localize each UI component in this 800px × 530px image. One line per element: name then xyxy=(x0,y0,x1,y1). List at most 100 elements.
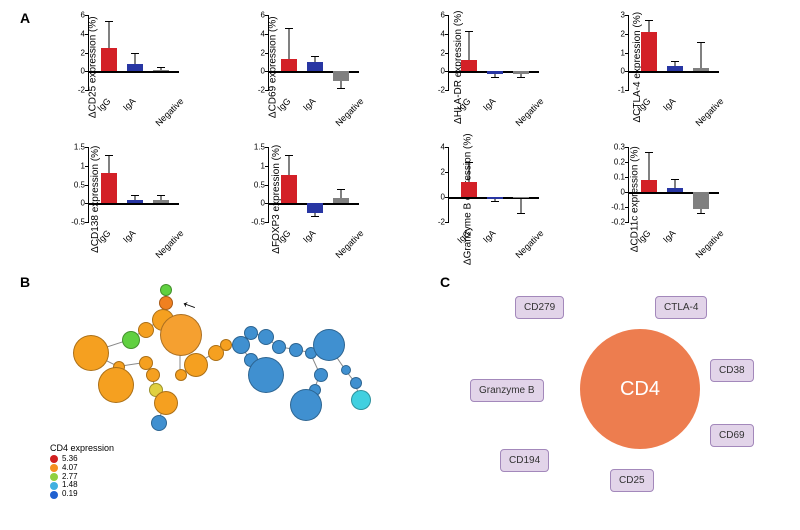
y-tick: -1 xyxy=(618,86,629,95)
marker-box: CD25 xyxy=(610,469,654,492)
legend-item: 2.77 xyxy=(50,473,114,482)
y-tick: -2 xyxy=(438,86,449,95)
y-tick: 0.1 xyxy=(614,173,629,182)
network-node xyxy=(98,367,134,403)
bar xyxy=(153,70,169,71)
plot-area: -20246IgGIgANegative xyxy=(268,15,359,90)
legend-value: 0.19 xyxy=(62,490,78,499)
y-tick: 1 xyxy=(621,48,629,57)
y-tick: -0.5 xyxy=(71,218,89,227)
chart-row-2: ΔCD138 expression (%)-0.500.511.5IgGIgAN… xyxy=(10,142,790,262)
bar xyxy=(693,68,709,72)
bar xyxy=(333,198,349,204)
bar-chart: ΔCTLA-4 expression (%)-10123IgGIgANegati… xyxy=(590,10,740,130)
network-node xyxy=(151,415,167,431)
y-tick: 0 xyxy=(441,67,449,76)
y-tick: -0.5 xyxy=(251,218,269,227)
plot-area: -2024IgGIgANegative xyxy=(448,147,539,222)
bar xyxy=(513,197,529,198)
marker-box: CD194 xyxy=(500,449,549,472)
legend-item: 1.48 xyxy=(50,481,114,490)
y-tick: 0 xyxy=(441,193,449,202)
y-tick: 6 xyxy=(441,11,449,20)
y-tick: 0.5 xyxy=(254,180,269,189)
legend-color-icon xyxy=(50,464,58,472)
plot-area: -10123IgGIgANegative xyxy=(628,15,719,90)
y-tick: 6 xyxy=(261,11,269,20)
network-node xyxy=(220,339,232,351)
bar xyxy=(461,60,477,71)
legend-color-icon xyxy=(50,491,58,499)
bottom-panels: B←CD4 expression5.364.072.771.480.19CCD4… xyxy=(10,274,790,504)
network-node xyxy=(160,284,172,296)
network-node xyxy=(290,389,322,421)
network-node xyxy=(160,314,202,356)
x-category-label: IgA xyxy=(121,228,138,245)
network-node xyxy=(73,335,109,371)
x-category-label: IgA xyxy=(301,96,318,113)
legend-color-icon xyxy=(50,455,58,463)
y-tick: 2 xyxy=(81,48,89,57)
x-category-label: Negative xyxy=(693,228,725,260)
plot-area: -20246IgGIgANegative xyxy=(448,15,539,90)
panel-label: B xyxy=(20,274,30,290)
x-category-label: Negative xyxy=(153,96,185,128)
cd4-center-circle: CD4 xyxy=(580,329,700,449)
y-tick: 1 xyxy=(261,161,269,170)
bar-chart: ΔCD11c expression (%)-0.2-0.100.10.20.3I… xyxy=(590,142,740,262)
bar xyxy=(101,173,117,203)
plot-area: -0.500.511.5IgGIgANegative xyxy=(88,147,179,222)
network-node xyxy=(313,329,345,361)
network-node xyxy=(248,357,284,393)
legend-item: 4.07 xyxy=(50,464,114,473)
y-tick: 4 xyxy=(81,29,89,38)
bar xyxy=(487,197,503,199)
y-tick: 0 xyxy=(621,188,629,197)
marker-box: CD38 xyxy=(710,359,754,382)
bar xyxy=(127,64,143,72)
y-tick: -0.1 xyxy=(611,203,629,212)
legend-item: 0.19 xyxy=(50,490,114,499)
bar xyxy=(127,200,143,204)
panel-b-network: B←CD4 expression5.364.072.771.480.19 xyxy=(50,274,410,504)
bar xyxy=(693,192,709,209)
y-tick: -0.2 xyxy=(611,218,629,227)
marker-box: CD279 xyxy=(515,296,564,319)
chart-row-1: AΔCD25 expression (%)-20246IgGIgANegativ… xyxy=(10,10,790,130)
marker-box: CD69 xyxy=(710,424,754,447)
y-tick: 0 xyxy=(261,67,269,76)
y-tick: 0.2 xyxy=(614,158,629,167)
bar xyxy=(641,32,657,71)
bar xyxy=(153,200,169,204)
x-category-label: IgA xyxy=(301,228,318,245)
x-category-label: Negative xyxy=(693,96,725,128)
y-tick: 0 xyxy=(621,67,629,76)
y-tick: 0.5 xyxy=(74,180,89,189)
bar xyxy=(461,182,477,197)
x-category-label: Negative xyxy=(153,228,185,260)
bar xyxy=(281,175,297,203)
y-tick: 2 xyxy=(441,168,449,177)
bar xyxy=(101,48,117,71)
y-tick: 0 xyxy=(261,199,269,208)
bar xyxy=(667,188,683,193)
network-node xyxy=(289,343,303,357)
marker-box: CTLA-4 xyxy=(655,296,707,319)
y-tick: 4 xyxy=(441,143,449,152)
bar xyxy=(513,71,529,74)
bar xyxy=(307,62,323,71)
network-node xyxy=(138,322,154,338)
bar xyxy=(333,71,349,80)
x-category-label: Negative xyxy=(333,96,365,128)
x-category-label: IgA xyxy=(481,228,498,245)
bar-chart: ΔCD69 expression (%)-20246IgGIgANegative xyxy=(230,10,380,130)
network-node xyxy=(272,340,286,354)
y-tick: -2 xyxy=(78,86,89,95)
network-node xyxy=(314,368,328,382)
legend-item: 5.36 xyxy=(50,455,114,464)
legend-color-icon xyxy=(50,473,58,481)
plot-area: -0.2-0.100.10.20.3IgGIgANegative xyxy=(628,147,719,222)
network-node xyxy=(351,390,371,410)
bar xyxy=(487,71,503,74)
bar xyxy=(307,203,323,212)
